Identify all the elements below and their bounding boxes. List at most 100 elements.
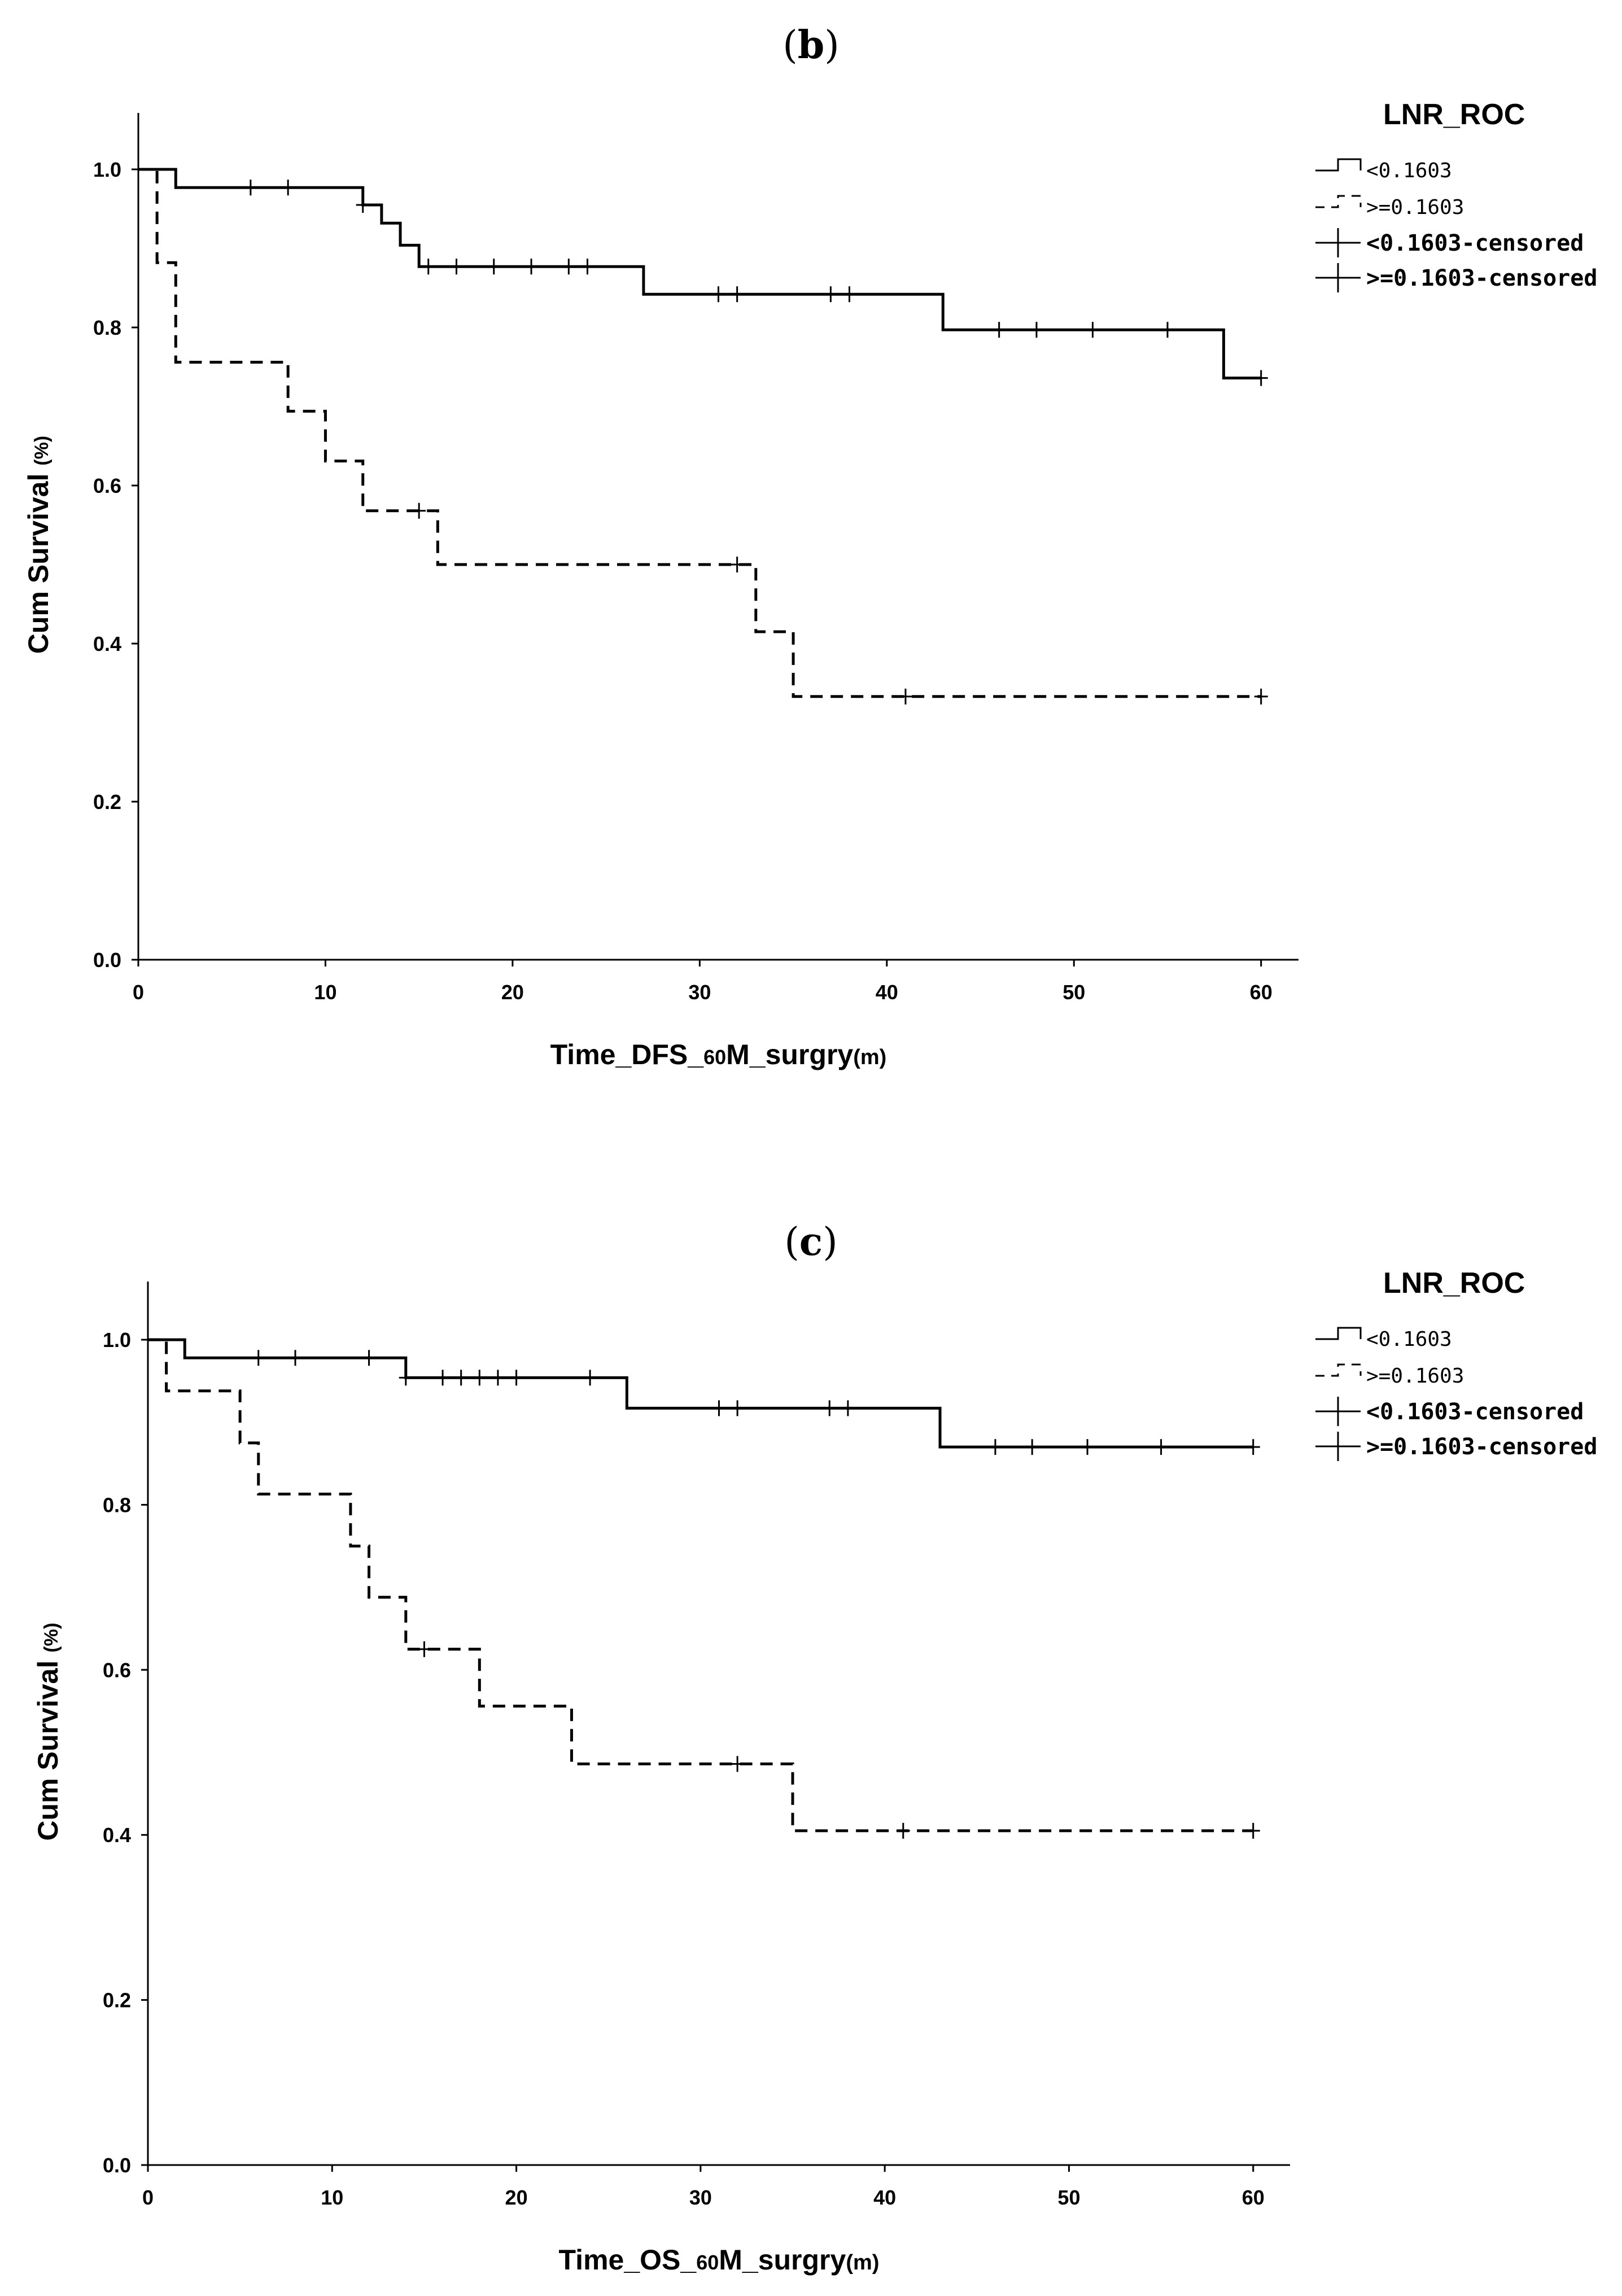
x-axis-title-unit: (m) (853, 1046, 886, 1069)
censored-mark (524, 259, 539, 275)
x-axis-title-rest: M_surgry (719, 2244, 846, 2276)
censored-mark (842, 286, 856, 303)
x-axis-title-unit: (m) (846, 2251, 879, 2275)
x-axis-title: Time_DFS_60M_surgry(m) (550, 1039, 887, 1070)
x-tick-label: 30 (689, 2186, 712, 2209)
y-tick-label: 0.6 (93, 474, 121, 497)
legend-swatch-dashed (1315, 195, 1362, 208)
censored-mark (1086, 322, 1100, 338)
legend-item: <0.1603-censored (1315, 1397, 1584, 1426)
censored-mark (583, 1370, 597, 1386)
y-tick-label: 0.8 (103, 1493, 131, 1516)
censored-mark (243, 180, 257, 196)
censored-mark (711, 286, 725, 303)
censored-mark (281, 180, 295, 196)
survival-curve-low-lnr (148, 1338, 1253, 1449)
x-tick-label: 0 (133, 981, 144, 1004)
y-axis-title: Cum Survival (%) (23, 436, 54, 654)
y-tick-label: 0.0 (103, 2154, 131, 2177)
censored-mark (454, 1370, 468, 1386)
x-tick-label: 20 (505, 2186, 528, 2209)
legend-label: <0.1603-censored (1366, 230, 1584, 256)
censored-mark (399, 1370, 413, 1386)
survival-curve-high-lnr (148, 1338, 1253, 1833)
legend-item: >=0.1603 (1315, 1363, 1464, 1388)
km-chart-os: 0 10 20 30 40 50 600.00.20.40.60.81.0Time_OS_6… (32, 1267, 1597, 2276)
legend-item: <0.1603-censored (1315, 228, 1584, 257)
panel-label-letter: b (797, 23, 825, 68)
censored-mark (1025, 1439, 1039, 1455)
x-axis-title: Time_OS_60M_surgry(m) (559, 2244, 880, 2276)
x-tick-label: 10 (321, 2186, 343, 2209)
censored-mark (841, 1400, 855, 1416)
censored-mark (562, 259, 576, 275)
censored-mark (509, 1370, 523, 1386)
censored-mark (1246, 1439, 1260, 1455)
y-tick-label: 0.2 (103, 1989, 131, 2012)
censored-mark (1029, 322, 1043, 338)
censored-mark (1254, 688, 1268, 705)
legend-item: <0.1603 (1315, 1327, 1452, 1351)
censored-mark (473, 1370, 487, 1386)
legend-item: >=0.1603-censored (1315, 263, 1597, 292)
censored-mark (417, 1641, 431, 1658)
censored-mark (356, 197, 370, 213)
censored-mark (824, 286, 838, 303)
legend-label: >=0.1603 (1366, 196, 1464, 219)
legend-title: LNR_ROC (1383, 98, 1525, 131)
censored-mark (992, 322, 1006, 338)
censored-mark (712, 1400, 726, 1416)
censored-mark (1246, 1822, 1260, 1839)
y-tick-label: 0.6 (103, 1659, 131, 1682)
censored-mark (491, 1370, 505, 1386)
legend-label: <0.1603 (1366, 1328, 1452, 1351)
legend-label: >=0.1603 (1366, 1365, 1464, 1388)
panel-label-letter: c (799, 1219, 823, 1265)
legend-label: >=0.1603-censored (1366, 265, 1597, 291)
censored-mark (288, 1350, 303, 1366)
x-tick-label: 40 (876, 981, 898, 1004)
censored-mark (1154, 1439, 1168, 1455)
x-tick-label: 50 (1057, 2186, 1080, 2209)
y-tick-label: 1.0 (103, 1328, 131, 1352)
survival-curve-low-lnr (138, 168, 1261, 380)
censored-mark (1254, 370, 1268, 386)
censored-mark (896, 1822, 910, 1839)
x-tick-label: 50 (1063, 981, 1085, 1004)
censored-mark (580, 259, 594, 275)
y-axis-title: Cum Survival (%) (32, 1622, 64, 1840)
censored-mark (731, 1400, 745, 1416)
panel-label-open: ( (784, 1220, 799, 1265)
censored-mark (1081, 1439, 1095, 1455)
y-axis-title-main: Cum Survival (32, 1652, 64, 1840)
y-tick-label: 1.0 (93, 158, 121, 181)
x-tick-label: 60 (1242, 2186, 1265, 2209)
panel-label-b: (b) (0, 23, 1622, 68)
x-axis-title-main: Time_OS_ (559, 2244, 697, 2276)
legend-title: LNR_ROC (1383, 1267, 1525, 1300)
censored-mark (988, 1439, 1002, 1455)
censored-mark (251, 1350, 265, 1366)
censored-mark (1160, 322, 1174, 338)
x-axis-title-small: 60 (696, 2251, 719, 2274)
censored-mark (730, 286, 744, 303)
x-axis-title-rest: M_surgry (726, 1039, 853, 1070)
x-tick-label: 20 (501, 981, 524, 1004)
legend-swatch-solid (1315, 1327, 1362, 1340)
y-tick-label: 0.4 (103, 1823, 131, 1847)
panel-label-close: ) (824, 23, 840, 68)
x-tick-label: 40 (873, 2186, 896, 2209)
x-tick-label: 30 (688, 981, 711, 1004)
panel-label-close: ) (823, 1220, 838, 1265)
censored-mark (487, 259, 501, 275)
censored-mark (436, 1370, 450, 1386)
y-tick-label: 0.4 (93, 632, 121, 655)
y-axis-title-unit: (%) (41, 1622, 62, 1652)
censored-mark (730, 557, 744, 572)
x-axis-title-main: Time_DFS_ (550, 1039, 705, 1070)
x-tick-label: 10 (314, 981, 336, 1004)
y-tick-label: 0.2 (93, 790, 121, 814)
censored-mark (823, 1400, 837, 1416)
panel-label-open: ( (782, 23, 798, 68)
legend-swatch-solid (1315, 158, 1362, 172)
